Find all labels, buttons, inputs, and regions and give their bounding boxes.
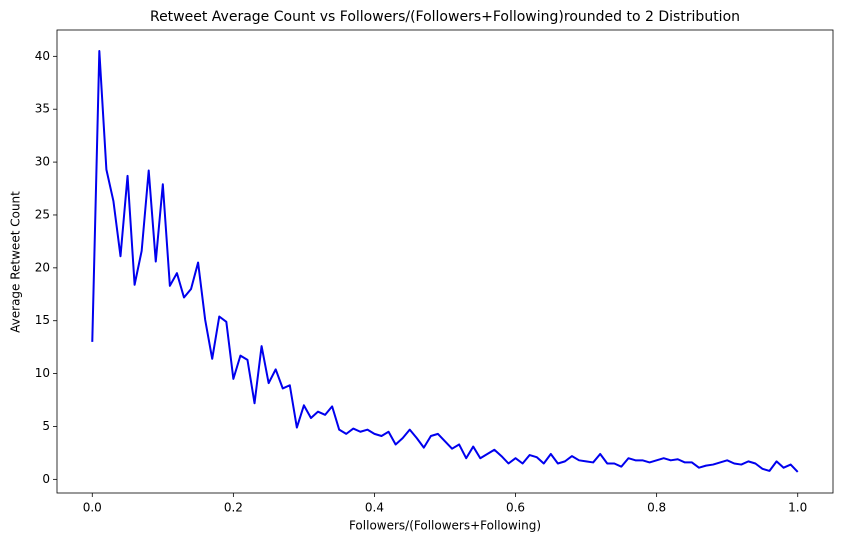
y-axis-label: Average Retweet Count <box>9 191 23 333</box>
x-tick-label: 1.0 <box>788 501 807 515</box>
y-tick-label: 35 <box>35 102 50 116</box>
y-tick-label: 40 <box>35 49 50 63</box>
chart-title: Retweet Average Count vs Followers/(Foll… <box>150 9 740 25</box>
y-tick-label: 10 <box>35 366 50 380</box>
y-tick-label: 5 <box>42 419 50 433</box>
y-tick-label: 30 <box>35 155 50 169</box>
y-tick-label: 20 <box>35 260 50 274</box>
x-tick-label: 0.4 <box>365 501 384 515</box>
line-series <box>91 50 799 473</box>
x-tick-label: 0.2 <box>224 501 243 515</box>
y-tick-label: 15 <box>35 313 50 327</box>
axes-frame <box>56 29 834 494</box>
x-axis-label: Followers/(Followers+Following) <box>349 519 541 533</box>
x-tick-label: 0.6 <box>506 501 525 515</box>
x-tick-label: 0.8 <box>647 501 666 515</box>
y-tick-label: 25 <box>35 207 50 221</box>
y-tick-label: 0 <box>42 472 50 486</box>
x-tick-label: 0.0 <box>83 501 102 515</box>
